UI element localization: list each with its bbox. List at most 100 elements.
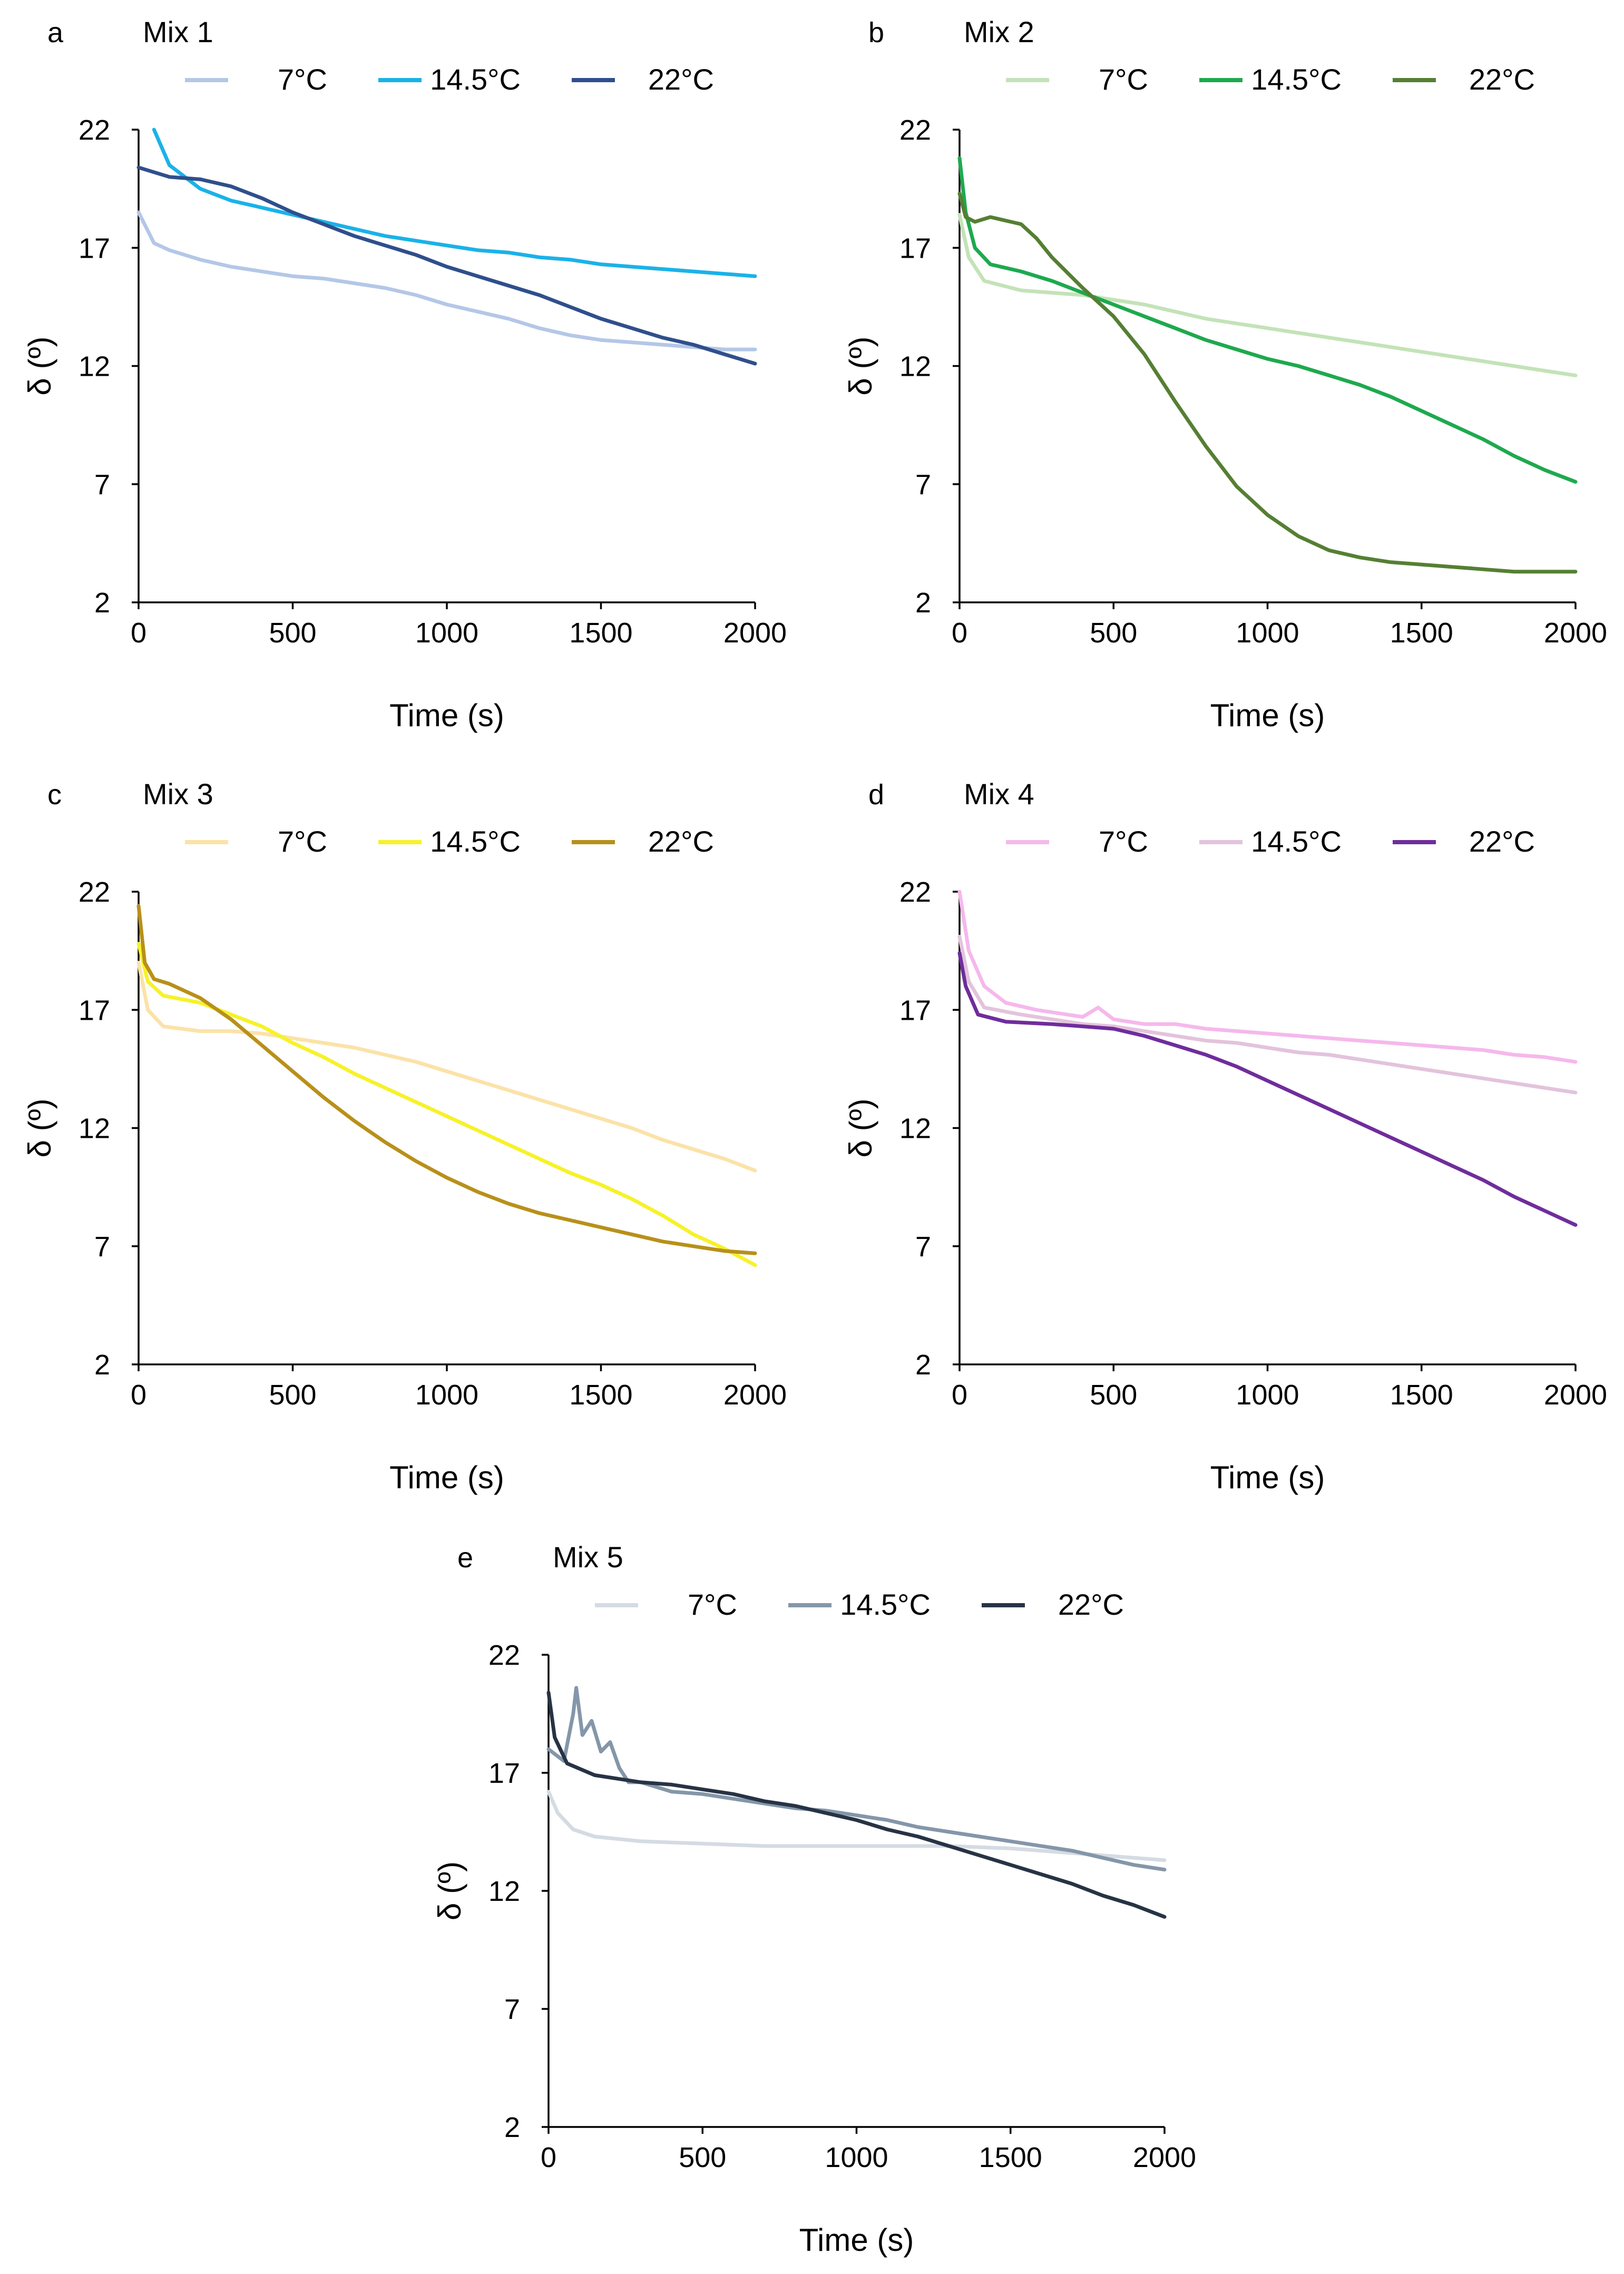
x-axis-label: Time (s) <box>799 2222 914 2258</box>
legend-label: 22°C <box>1058 1588 1124 1621</box>
legend-label: 22°C <box>1469 63 1535 96</box>
series-line-1 <box>957 213 1578 377</box>
legend-label: 7°C <box>278 825 327 858</box>
series-line-1 <box>136 961 757 1173</box>
panel-letter: e <box>457 1542 473 1574</box>
x-tick-label: 500 <box>1090 617 1137 649</box>
x-tick-label: 0 <box>952 1379 967 1411</box>
panel-letter: a <box>47 17 64 48</box>
y-tick-label: 17 <box>899 994 931 1026</box>
x-tick-label: 2000 <box>1544 617 1607 649</box>
x-tick-label: 0 <box>131 1379 146 1411</box>
x-tick-label: 0 <box>952 617 967 649</box>
series-line-3 <box>136 165 757 366</box>
panel-b: b Mix 2 7°C 14.5°C 22°C 2 7 12 17 22 0 500 1000 1500 2… <box>843 15 1607 733</box>
x-tick-label: 1500 <box>569 617 632 649</box>
y-tick-label: 22 <box>79 114 110 146</box>
y-tick-label: 7 <box>504 1994 520 2025</box>
x-tick-label: 1500 <box>569 1379 632 1411</box>
series-line-1 <box>546 1790 1167 1862</box>
y-tick-label: 22 <box>899 876 931 908</box>
y-tick-label: 2 <box>94 1349 110 1381</box>
y-tick-label: 2 <box>915 1349 931 1381</box>
series-line-3 <box>957 951 1578 1227</box>
legend-label: 14.5°C <box>840 1588 931 1621</box>
x-tick-label: 1000 <box>415 617 478 649</box>
x-tick-label: 1000 <box>825 2142 888 2173</box>
panel-a: a Mix 1 7°C 14.5°C 22°C 2 7 12 17 22 0 500 1000 1500 2… <box>22 15 787 733</box>
legend-label: 14.5°C <box>1251 825 1342 858</box>
x-axis-label: Time (s) <box>1210 698 1325 733</box>
x-tick-label: 1000 <box>1236 1379 1299 1411</box>
y-tick-label: 7 <box>94 1231 110 1263</box>
x-axis-label: Time (s) <box>1210 1460 1325 1495</box>
panel-title: Mix 2 <box>964 15 1034 48</box>
series-line-1 <box>957 890 1578 1064</box>
x-tick-label: 500 <box>1090 1379 1137 1411</box>
panel-title: Mix 1 <box>143 15 213 48</box>
y-tick-label: 2 <box>915 587 931 619</box>
y-tick-label: 22 <box>79 876 110 908</box>
panel-e: e Mix 5 7°C 14.5°C 22°C 2 7 12 17 22 0 500 1000 1500 2… <box>432 1540 1196 2258</box>
x-tick-label: 2000 <box>1133 2142 1196 2173</box>
y-axis-label: δ (º) <box>432 1861 467 1920</box>
legend-label: 14.5°C <box>430 825 521 858</box>
x-axis-label: Time (s) <box>389 1460 504 1495</box>
y-axis-label: δ (º) <box>843 1099 878 1158</box>
panel-title: Mix 5 <box>553 1540 623 1574</box>
legend-label: 7°C <box>688 1588 737 1621</box>
x-tick-label: 500 <box>269 1379 316 1411</box>
legend-label: 22°C <box>648 63 714 96</box>
y-axis-label: δ (º) <box>22 1099 57 1158</box>
y-tick-label: 17 <box>79 232 110 264</box>
panel-title: Mix 4 <box>964 777 1034 811</box>
series-line-1 <box>136 210 757 352</box>
series-line-2 <box>152 128 757 278</box>
panel-letter: c <box>47 779 62 811</box>
legend-label: 14.5°C <box>1251 63 1342 96</box>
y-tick-label: 17 <box>488 1758 520 1789</box>
y-tick-label: 7 <box>915 1231 931 1263</box>
y-tick-label: 7 <box>915 469 931 501</box>
y-tick-label: 17 <box>79 994 110 1026</box>
x-tick-label: 2000 <box>723 1379 787 1411</box>
y-axis-label: δ (º) <box>22 337 57 396</box>
x-tick-label: 1000 <box>1236 617 1299 649</box>
x-tick-label: 0 <box>541 2142 556 2173</box>
x-tick-label: 2000 <box>723 617 787 649</box>
legend-label: 22°C <box>648 825 714 858</box>
x-tick-label: 1500 <box>1390 617 1453 649</box>
panel-c: c Mix 3 7°C 14.5°C 22°C 2 7 12 17 22 0 500 1000 1500 2… <box>22 777 787 1495</box>
series-line-2 <box>957 934 1578 1095</box>
panel-d: d Mix 4 7°C 14.5°C 22°C 2 7 12 17 22 0 500 1000 1500 2… <box>843 777 1607 1495</box>
x-tick-label: 2000 <box>1544 1379 1607 1411</box>
y-tick-label: 22 <box>488 1639 520 1671</box>
series-line-3 <box>136 904 757 1255</box>
legend-label: 14.5°C <box>430 63 521 96</box>
x-tick-label: 1500 <box>1390 1379 1453 1411</box>
series-line-2 <box>136 942 757 1267</box>
legend-label: 7°C <box>278 63 327 96</box>
panel-letter: b <box>868 17 884 48</box>
y-tick-label: 22 <box>899 114 931 146</box>
legend-label: 22°C <box>1469 825 1535 858</box>
y-tick-label: 2 <box>94 587 110 619</box>
panel-letter: d <box>868 779 884 811</box>
legend-label: 7°C <box>1099 63 1148 96</box>
y-tick-label: 12 <box>79 1113 110 1145</box>
y-tick-label: 2 <box>504 2112 520 2143</box>
x-tick-label: 1500 <box>979 2142 1042 2173</box>
legend-label: 7°C <box>1099 825 1148 858</box>
x-tick-label: 500 <box>269 617 316 649</box>
y-tick-label: 17 <box>899 232 931 264</box>
x-tick-label: 1000 <box>415 1379 478 1411</box>
x-tick-label: 500 <box>679 2142 726 2173</box>
y-tick-label: 12 <box>899 1113 931 1145</box>
series-line-3 <box>546 1691 1167 1919</box>
x-tick-label: 0 <box>131 617 146 649</box>
x-axis-label: Time (s) <box>389 698 504 733</box>
series-line-3 <box>957 191 1578 574</box>
y-axis-label: δ (º) <box>843 337 878 396</box>
panel-title: Mix 3 <box>143 777 213 811</box>
